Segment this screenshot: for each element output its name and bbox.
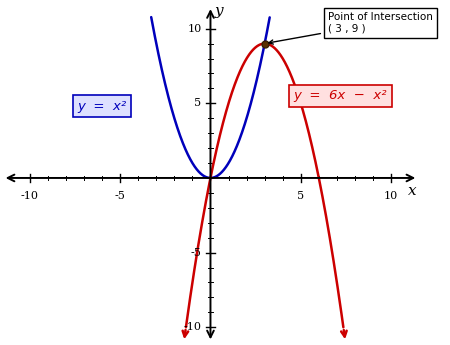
Text: 5: 5 (194, 98, 202, 108)
Text: -10: -10 (21, 191, 39, 201)
Text: y: y (214, 4, 223, 18)
Text: -5: -5 (115, 191, 126, 201)
Text: y  =  6x  −  x²: y = 6x − x² (294, 89, 387, 102)
Text: 10: 10 (384, 191, 398, 201)
Text: Point of Intersection
( 3 , 9 ): Point of Intersection ( 3 , 9 ) (269, 12, 433, 44)
Text: 10: 10 (187, 24, 202, 33)
Text: x: x (409, 184, 417, 198)
Text: -10: -10 (184, 322, 202, 332)
Text: -5: -5 (190, 248, 202, 258)
Text: y  =  x²: y = x² (77, 100, 127, 113)
Text: 5: 5 (297, 191, 304, 201)
